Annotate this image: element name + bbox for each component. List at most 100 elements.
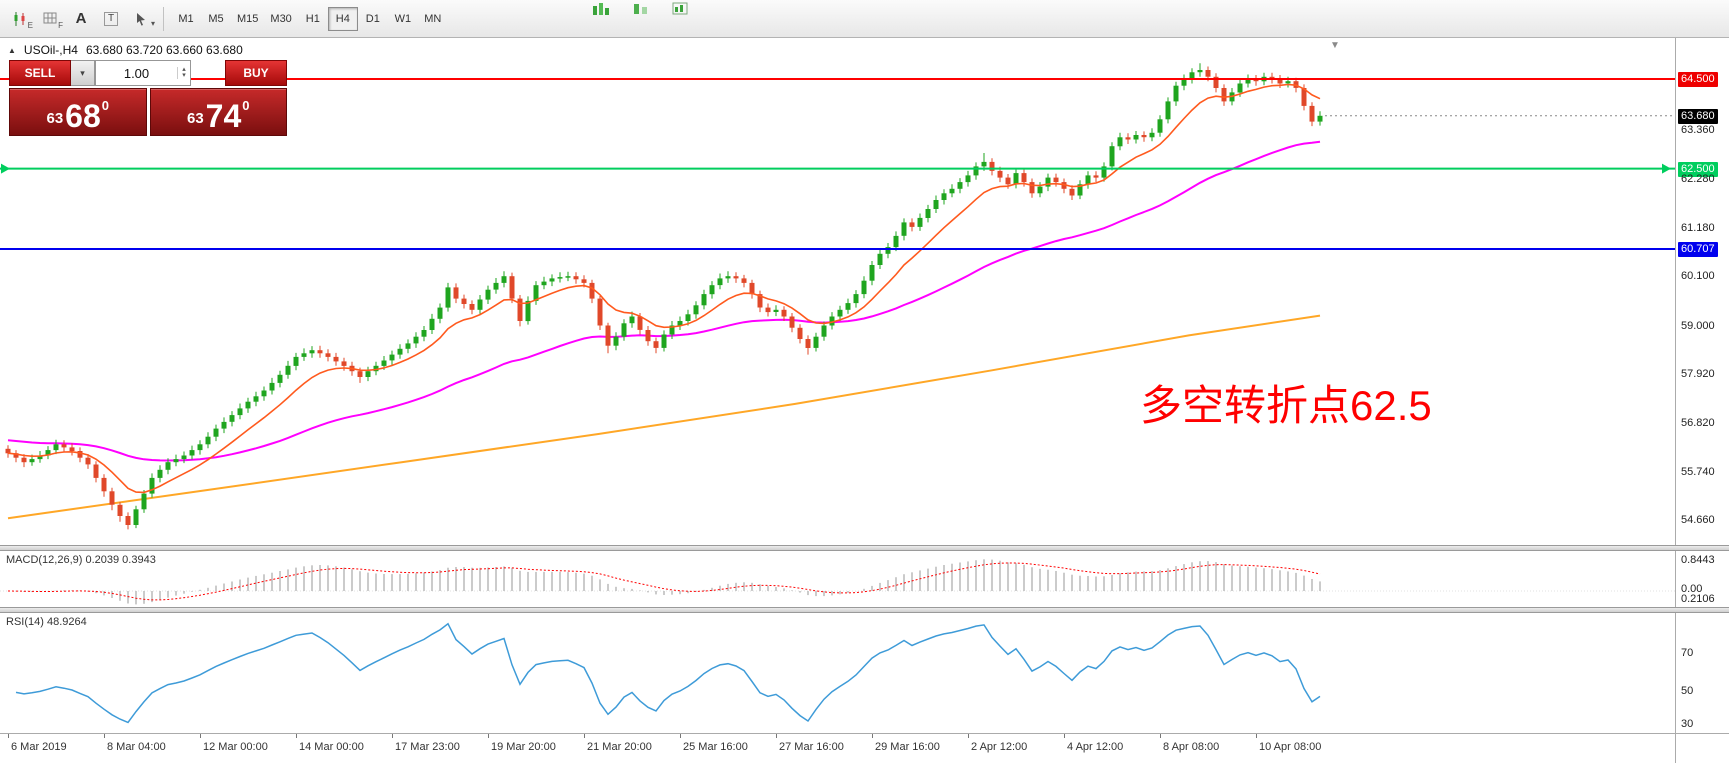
price-scale-label: 56.820 xyxy=(1681,417,1715,429)
macd-scale[interactable]: 0.8443 0.00 0.2106 xyxy=(1675,551,1729,607)
trade-panel-gap xyxy=(191,60,225,86)
ohlc-values: 63.680 63.720 63.660 63.680 xyxy=(85,43,243,57)
volume-value: 1.00 xyxy=(123,65,150,81)
toolbar-extra-icons xyxy=(592,2,690,16)
letter-t: T xyxy=(103,11,119,26)
rsi-panel[interactable]: RSI(14) 48.9264 70 50 30 xyxy=(0,613,1729,733)
macd-panel[interactable]: MACD(12,26,9) 0.2039 0.3943 0.8443 0.00 0.… xyxy=(0,551,1729,607)
timeframe-m1-button[interactable]: M1 xyxy=(178,12,194,25)
rsi-scale-label: 30 xyxy=(1681,718,1694,730)
time-axis-label: 6 Mar 2019 xyxy=(11,741,67,753)
time-axis-label: 8 Apr 08:00 xyxy=(1163,741,1220,753)
volume-stepper[interactable]: ▴ ▾ xyxy=(177,66,190,79)
time-axis-tick xyxy=(392,734,393,738)
time-axis-label: 17 Mar 23:00 xyxy=(395,741,460,753)
toolbar-separator xyxy=(163,6,164,31)
time-axis-label: 10 Apr 08:00 xyxy=(1259,741,1322,753)
green-chart-icon-2[interactable] xyxy=(632,2,650,16)
timeframe-mn-button[interactable]: MN xyxy=(424,12,442,25)
symbol-name: USOil-,H4 xyxy=(23,43,78,57)
green-chart-icon-3[interactable] xyxy=(672,2,690,16)
price-scale-label: 63.680 xyxy=(1678,109,1718,124)
rsi-chart[interactable] xyxy=(0,613,1675,733)
sell-price-whole: 63 xyxy=(46,110,64,127)
drawing-tools-icon[interactable]: ▾ xyxy=(126,6,156,32)
price-scale-label: 62.500 xyxy=(1678,162,1718,177)
grid-glyph xyxy=(43,12,57,23)
time-axis-label: 2 Apr 12:00 xyxy=(971,741,1028,753)
text-box-icon[interactable]: T xyxy=(96,6,126,32)
volume-input[interactable]: 1.00 ▴ ▾ xyxy=(95,60,191,86)
timeframe-m30-button[interactable]: M30 xyxy=(270,12,292,25)
time-axis-tick xyxy=(680,734,681,738)
time-axis-tick xyxy=(1160,734,1161,738)
time-axis-label: 27 Mar 16:00 xyxy=(779,741,844,753)
price-scale-label: 62.280 xyxy=(1681,173,1715,185)
panel-splitter[interactable] xyxy=(0,545,1729,551)
price-scale-label: 60.100 xyxy=(1681,270,1715,282)
buy-price-whole: 63 xyxy=(186,110,204,127)
rsi-scale-label: 70 xyxy=(1681,647,1694,659)
chart-shift-marker-icon[interactable]: ▼ xyxy=(1330,40,1340,51)
rsi-value: 48.9264 xyxy=(46,616,87,628)
panel-splitter[interactable] xyxy=(0,607,1729,613)
macd-chart[interactable] xyxy=(0,551,1675,607)
buy-button[interactable]: BUY xyxy=(225,60,287,86)
timeframe-w1-button[interactable]: W1 xyxy=(394,12,412,25)
cursor-arrow-glyph xyxy=(137,12,145,26)
time-axis-tick xyxy=(104,734,105,738)
buy-price-pips: 74 xyxy=(205,98,242,134)
timeframe-h1-button[interactable]: H1 xyxy=(305,12,320,25)
time-axis-tick xyxy=(968,734,969,738)
time-axis[interactable]: 6 Mar 2019 8 Mar 04:00 12 Mar 00:00 14 Mar … xyxy=(0,733,1729,763)
rsi-label: RSI(14) 48.9264 xyxy=(6,616,87,628)
price-scale[interactable]: 64.500 63.680 63.360 62.500 62.280 61.180 60.7… xyxy=(1675,38,1729,545)
letter-a: A xyxy=(75,10,87,27)
timeframe-h4-button[interactable]: H4 xyxy=(327,6,358,31)
time-axis-tick xyxy=(776,734,777,738)
sell-price-display[interactable]: 63 68 0 xyxy=(9,88,147,136)
sell-button[interactable]: SELL xyxy=(9,60,71,86)
volume-dropdown[interactable]: ▾ xyxy=(71,60,95,86)
sell-price-point: 0 xyxy=(101,98,109,113)
sell-price-pips: 68 xyxy=(65,98,101,134)
buy-price-display[interactable]: 63 74 0 xyxy=(149,88,287,136)
price-scale-label: 55.740 xyxy=(1681,466,1715,478)
time-axis-tick xyxy=(8,734,9,738)
macd-scale-label: 0.2106 xyxy=(1681,593,1715,605)
macd-values: 0.2039 0.3943 xyxy=(85,554,156,566)
timeframe-group: M1 M5 M15 M30 H1 H4 D1 W1 MN xyxy=(171,6,448,31)
chart-annotation-text: 多空转折点62.5 xyxy=(1140,382,1432,429)
price-scale-label: 64.500 xyxy=(1678,72,1718,87)
rsi-title: RSI(14) xyxy=(6,616,44,628)
buy-price-point: 0 xyxy=(242,98,250,113)
chart-e-icon[interactable]: E xyxy=(6,6,36,32)
time-axis-label: 4 Apr 12:00 xyxy=(1067,741,1124,753)
candlestick-chart[interactable] xyxy=(0,38,1675,545)
chevron-down-icon: ▾ xyxy=(150,18,155,28)
macd-scale-label: 0.00 xyxy=(1681,583,1703,595)
icon-sub-label: E xyxy=(27,20,33,30)
main-chart-panel[interactable]: ▲ USOil-,H4 63.680 63.720 63.660 63.680 … xyxy=(0,38,1729,545)
axis-corner xyxy=(1675,734,1729,763)
time-axis-tick xyxy=(1064,734,1065,738)
time-axis-label: 29 Mar 16:00 xyxy=(875,741,940,753)
timeframe-m15-button[interactable]: M15 xyxy=(237,12,259,25)
time-axis-tick xyxy=(296,734,297,738)
grid-f-icon[interactable]: F xyxy=(36,6,66,32)
time-axis-label: 21 Mar 20:00 xyxy=(587,741,652,753)
time-axis-label: 14 Mar 00:00 xyxy=(299,741,364,753)
icon-sub-label: F xyxy=(58,20,63,30)
green-chart-icon-1[interactable] xyxy=(592,2,610,16)
timeframe-d1-button[interactable]: D1 xyxy=(365,12,380,25)
price-scale-label: 63.360 xyxy=(1681,124,1715,136)
timeframe-m5-button[interactable]: M5 xyxy=(208,12,224,25)
one-click-trade-panel: SELL ▾ 1.00 ▴ ▾ BUY 63 68 0 63 xyxy=(9,60,287,136)
time-axis-tick xyxy=(872,734,873,738)
text-label-icon[interactable]: A xyxy=(66,6,96,32)
rsi-scale[interactable]: 70 50 30 xyxy=(1675,613,1729,733)
symbol-ohlc-line: ▲ USOil-,H4 63.680 63.720 63.660 63.680 xyxy=(8,43,243,57)
macd-label: MACD(12,26,9) 0.2039 0.3943 xyxy=(6,554,156,566)
collapse-arrow-icon[interactable]: ▲ xyxy=(8,45,16,55)
